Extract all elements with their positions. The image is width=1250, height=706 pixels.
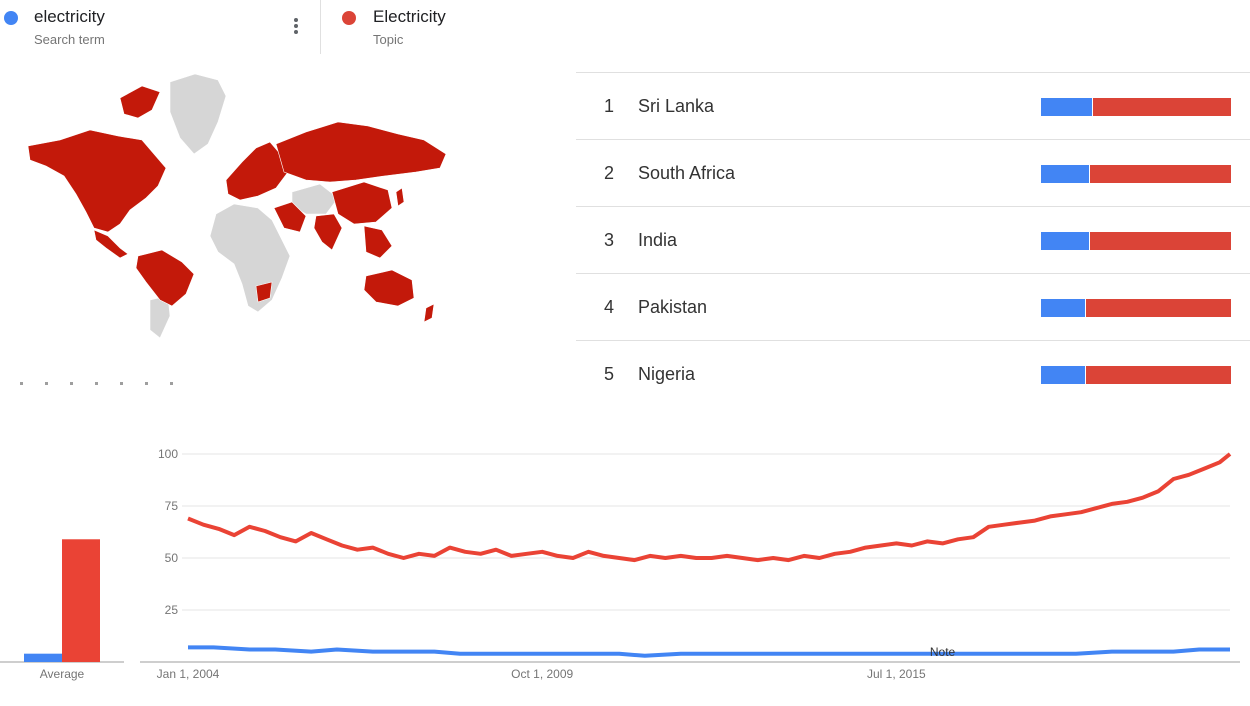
series-line-topic[interactable] bbox=[187, 452, 1232, 563]
share-segment-b bbox=[1089, 165, 1231, 183]
y-tick-label: 75 bbox=[165, 499, 179, 513]
term-name: electricity bbox=[34, 7, 105, 26]
russia-shape bbox=[275, 121, 447, 183]
y-tick-label: 25 bbox=[165, 603, 179, 617]
share-segment-b bbox=[1093, 98, 1231, 116]
term-name: Electricity bbox=[373, 7, 446, 26]
x-tick-labels: Jan 1, 2004 Oct 1, 2009 Jul 1, 2015 bbox=[157, 667, 926, 681]
series-color-dot bbox=[4, 11, 18, 25]
comparison-bar bbox=[1041, 232, 1231, 250]
legend-term-electricity-search-term[interactable]: electricity Search term bbox=[0, 0, 320, 54]
term-kind: Topic bbox=[373, 32, 404, 47]
australia-shape bbox=[363, 269, 415, 307]
more-options-icon[interactable] bbox=[286, 16, 306, 38]
middle-east-shape bbox=[273, 201, 307, 233]
comparison-bar bbox=[1041, 165, 1231, 183]
average-axis-label: Average bbox=[40, 667, 85, 681]
north-america-shape bbox=[27, 129, 167, 233]
south-africa-shape bbox=[255, 281, 273, 303]
china-shape bbox=[331, 181, 393, 225]
japan-shape bbox=[395, 187, 405, 207]
country-name[interactable]: Nigeria bbox=[638, 364, 696, 384]
map-data-regions bbox=[27, 85, 447, 323]
y-tick-labels: 25 50 75 100 bbox=[158, 447, 178, 617]
country-name[interactable]: South Africa bbox=[638, 163, 736, 183]
rank-number: 2 bbox=[604, 163, 615, 183]
series-line-search-term[interactable] bbox=[188, 645, 1230, 658]
map-footer-fragment bbox=[20, 372, 195, 390]
legend-term-electricity-topic[interactable]: Electricity Topic bbox=[322, 0, 622, 54]
comparison-bar bbox=[1041, 366, 1231, 384]
region-ranking-list: 1 Sri Lanka 2 South Africa 3 India 4 Pak… bbox=[576, 72, 1250, 407]
south-america-shape bbox=[135, 249, 195, 307]
rank-number: 3 bbox=[604, 230, 615, 250]
rank-number: 5 bbox=[604, 364, 615, 384]
central-america-shape bbox=[93, 229, 129, 259]
y-tick-label: 100 bbox=[158, 447, 178, 461]
share-segment-b bbox=[1089, 232, 1231, 250]
average-bar-chart: Average bbox=[0, 539, 124, 681]
canada-islands-shape bbox=[119, 85, 161, 119]
rank-number: 4 bbox=[604, 297, 615, 317]
country-name[interactable]: India bbox=[638, 230, 678, 250]
note-annotation[interactable]: Note bbox=[930, 645, 956, 659]
interest-over-time-chart[interactable]: 25 50 75 100 Jan 1, 2004 Oct 1, 2009 Jul 1, 2… bbox=[0, 430, 1250, 706]
ranking-row[interactable]: 3 India bbox=[576, 206, 1250, 273]
rank-number: 1 bbox=[604, 96, 615, 116]
southeast-asia-shape bbox=[363, 225, 393, 259]
ranking-row[interactable]: 4 Pakistan bbox=[576, 273, 1250, 340]
legend-divider bbox=[320, 0, 321, 54]
country-name[interactable]: Sri Lanka bbox=[638, 96, 715, 116]
share-segment-a bbox=[1041, 98, 1093, 116]
share-segment-a bbox=[1041, 232, 1089, 250]
comparison-bar bbox=[1041, 98, 1231, 116]
new-zealand-shape bbox=[423, 303, 435, 323]
share-segment-b bbox=[1085, 366, 1231, 384]
average-bar-topic[interactable] bbox=[62, 539, 100, 662]
share-segment-a bbox=[1041, 299, 1085, 317]
world-map[interactable] bbox=[20, 68, 460, 348]
share-segment-a bbox=[1041, 165, 1089, 183]
share-segment-b bbox=[1085, 299, 1231, 317]
y-tick-label: 50 bbox=[165, 551, 179, 565]
share-segment-a bbox=[1041, 366, 1085, 384]
average-bar-search-term[interactable] bbox=[24, 653, 62, 662]
greenland-shape bbox=[169, 73, 227, 155]
country-name[interactable]: Pakistan bbox=[638, 297, 708, 317]
term-kind: Search term bbox=[34, 32, 105, 47]
x-tick-label: Jul 1, 2015 bbox=[867, 667, 926, 681]
india-shape bbox=[313, 213, 343, 251]
series-color-dot bbox=[342, 11, 356, 25]
comparison-bar bbox=[1041, 299, 1231, 317]
ranking-row[interactable]: 1 Sri Lanka bbox=[576, 72, 1250, 139]
ranking-row[interactable]: 2 South Africa bbox=[576, 139, 1250, 206]
africa-shape bbox=[209, 203, 291, 313]
x-tick-label: Oct 1, 2009 bbox=[511, 667, 573, 681]
ranking-row[interactable]: 5 Nigeria bbox=[576, 340, 1250, 407]
x-tick-label: Jan 1, 2004 bbox=[157, 667, 220, 681]
